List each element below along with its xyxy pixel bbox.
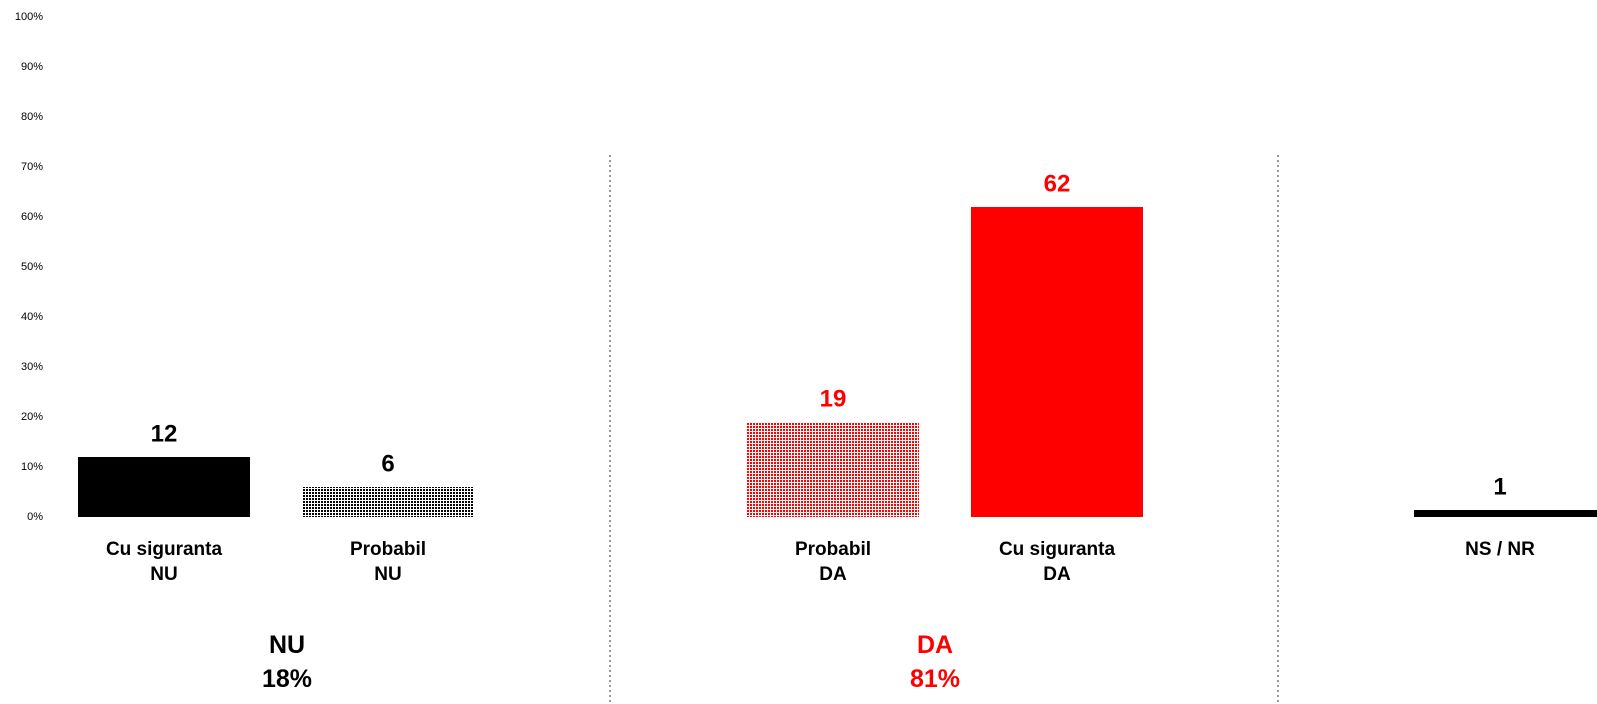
bar bbox=[747, 422, 919, 517]
y-tick-label: 0% bbox=[27, 511, 43, 523]
y-tick-label: 90% bbox=[21, 61, 43, 73]
bar bbox=[971, 207, 1143, 517]
value-label: 19 bbox=[820, 385, 847, 412]
y-tick-label: 60% bbox=[21, 211, 43, 223]
y-tick-label: 30% bbox=[21, 361, 43, 373]
x-tick-label: Probabil DA bbox=[794, 539, 872, 585]
y-tick-label: 70% bbox=[21, 161, 43, 173]
x-tick-label: Probabil NU bbox=[349, 539, 427, 585]
y-tick-label: 40% bbox=[21, 311, 43, 323]
value-label: 62 bbox=[1044, 170, 1071, 197]
group-name: NU bbox=[268, 631, 306, 659]
bar bbox=[302, 487, 474, 517]
value-label: 6 bbox=[381, 450, 394, 477]
x-tick-label: Cu siguranta NU bbox=[105, 539, 223, 585]
bar bbox=[78, 457, 250, 517]
x-tick-label: Cu siguranta DA bbox=[998, 539, 1116, 585]
group-total: 18% bbox=[261, 665, 313, 693]
value-label: 12 bbox=[151, 420, 178, 447]
value-label: 1 bbox=[1493, 473, 1506, 500]
group-total: 81% bbox=[909, 665, 961, 693]
y-tick-label: 10% bbox=[21, 461, 43, 473]
bar bbox=[1414, 510, 1597, 517]
y-tick-label: 20% bbox=[21, 411, 43, 423]
group-name: DA bbox=[916, 631, 954, 659]
x-tick-label: NS / NR bbox=[1465, 539, 1535, 560]
y-tick-label: 50% bbox=[21, 261, 43, 273]
y-tick-label: 80% bbox=[21, 111, 43, 123]
y-tick-label: 100% bbox=[15, 11, 43, 23]
